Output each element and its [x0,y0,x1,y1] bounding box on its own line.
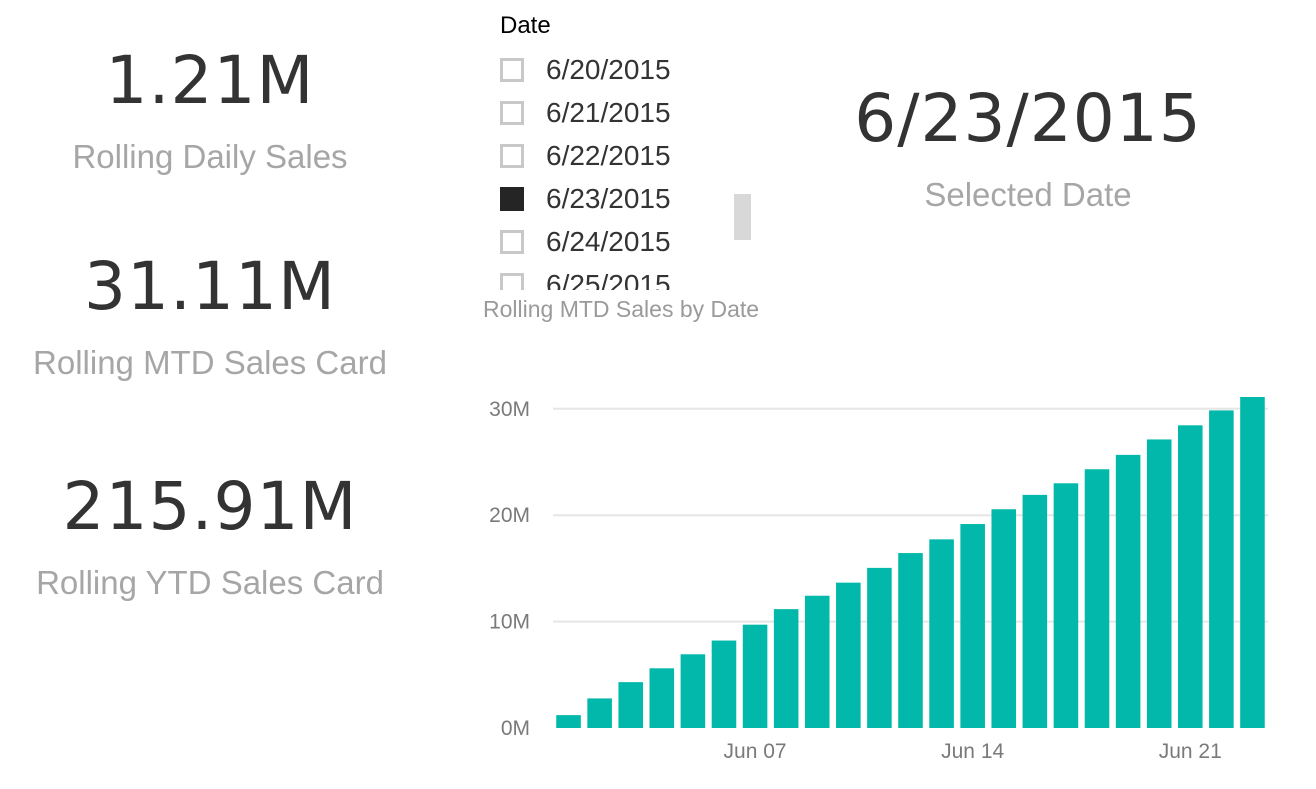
card-value: 31.11M [84,248,336,325]
bar[interactable] [836,582,861,728]
slicer-item[interactable]: 6/24/2015 [500,220,710,263]
y-tick-label: 0M [501,717,530,740]
slicer-item[interactable]: 6/21/2015 [500,91,710,134]
bar[interactable] [680,654,706,728]
bar[interactable] [773,609,799,728]
checkbox[interactable] [500,143,524,168]
chart-title: Rolling MTD Sales by Date [483,296,760,322]
date-slicer: Date 6/20/2015 6/21/2015 6/22/2015 6/23/… [500,12,760,290]
y-tick-label: 10M [489,611,530,634]
bar[interactable] [1209,410,1234,728]
slicer-item[interactable]: 6/22/2015 [500,134,710,177]
x-tick-label: Jun 07 [724,740,787,763]
slicer-item-label: 6/21/2015 [546,96,671,128]
rolling-mtd-sales-card: 31.11M Rolling MTD Sales Card [10,248,410,381]
slicer-title: Date [500,12,551,39]
card-label: Selected Date [924,176,1132,213]
slicer-item[interactable]: 6/20/2015 [500,48,710,91]
bar[interactable] [742,624,768,728]
bar[interactable] [1084,469,1110,728]
bar[interactable] [711,640,737,728]
rolling-ytd-sales-card: 215.91M Rolling YTD Sales Card [10,468,410,601]
slicer-item-label: 6/25/2015 [546,268,671,291]
bar[interactable] [867,567,892,728]
slicer-item[interactable]: 6/25/2015 [500,263,710,290]
card-label: Rolling YTD Sales Card [36,564,384,601]
slicer-item-label: 6/24/2015 [546,225,671,257]
x-tick-label: Jun 14 [941,740,1004,763]
checkbox[interactable] [500,186,524,211]
selected-date-card: 6/23/2015 Selected Date [828,80,1228,213]
slicer-item-label: 6/22/2015 [546,139,671,171]
bar[interactable] [1022,494,1048,728]
bar[interactable] [649,668,675,728]
bar[interactable] [929,539,954,728]
bar[interactable] [1053,483,1079,728]
bar[interactable] [960,524,985,728]
bar[interactable] [1115,454,1141,728]
bar[interactable] [804,595,830,728]
checkbox[interactable] [500,229,524,254]
slicer-scrollbar[interactable] [734,194,751,240]
bar[interactable] [1146,439,1172,728]
x-tick-label: Jun 21 [1159,740,1222,763]
slicer-list: 6/20/2015 6/21/2015 6/22/2015 6/23/2015 … [500,48,710,290]
bar[interactable] [1178,425,1203,728]
bar[interactable] [587,698,612,728]
bar[interactable] [991,509,1017,728]
y-tick-label: 30M [489,398,530,421]
checkbox[interactable] [500,100,524,125]
card-value: 1.21M [105,42,315,119]
bar[interactable] [898,553,923,728]
bar[interactable] [556,715,581,728]
card-value: 215.91M [62,468,358,545]
bar[interactable] [618,682,643,728]
card-label: Rolling MTD Sales Card [33,344,387,381]
slicer-item-label: 6/23/2015 [546,182,671,214]
slicer-item[interactable]: 6/23/2015 [500,177,710,220]
checkbox[interactable] [500,57,524,82]
card-value: 6/23/2015 [854,80,1202,157]
bar[interactable] [1240,397,1265,728]
rolling-daily-sales-card: 1.21M Rolling Daily Sales [20,42,400,175]
y-tick-label: 20M [489,504,530,527]
slicer-item-label: 6/20/2015 [546,53,671,85]
checkbox[interactable] [500,272,524,290]
rolling-mtd-sales-chart: 0M 10M 20M 30M Jun 07 Jun 14 Jun 21 [489,397,1268,763]
card-label: Rolling Daily Sales [72,138,348,175]
